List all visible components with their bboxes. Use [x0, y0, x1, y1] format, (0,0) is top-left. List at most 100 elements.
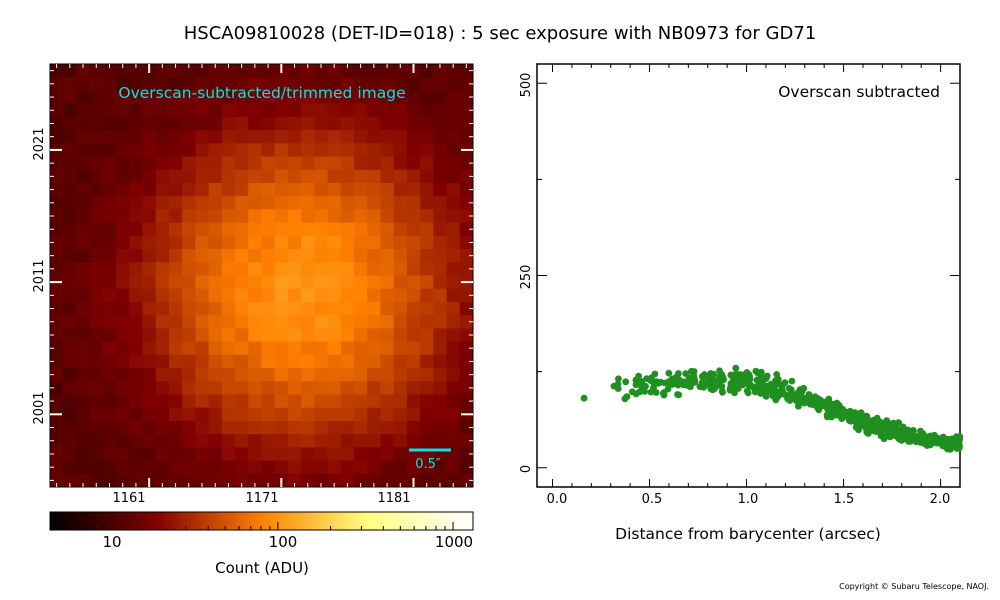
heatmap-cell [248, 103, 262, 118]
heatmap-cell [367, 90, 381, 105]
heatmap-cell [195, 103, 210, 118]
heatmap-cell [248, 368, 262, 382]
heatmap-cell [433, 103, 447, 118]
heatmap-cell [142, 196, 157, 210]
heatmap-cell [235, 90, 249, 105]
heatmap-cell [155, 301, 170, 316]
heatmap-cell [274, 354, 289, 369]
heatmap-cell [367, 368, 381, 382]
heatmap-cell [287, 354, 302, 369]
heatmap-cell [367, 116, 381, 131]
heatmap-cell [367, 222, 381, 237]
heatmap-cell [393, 143, 408, 157]
heatmap-cell [340, 368, 355, 382]
scatter-point [710, 376, 718, 384]
scatter-point [773, 380, 781, 387]
heatmap-cell [221, 328, 236, 342]
heatmap-cell [221, 182, 236, 197]
scatter-point [898, 429, 906, 437]
heatmap-cell [248, 262, 262, 276]
heatmap-cell [208, 209, 223, 224]
heatmap-cell [129, 301, 143, 316]
heatmap-cell [367, 64, 381, 78]
heatmap-cell [89, 460, 104, 475]
heatmap-cell [406, 235, 421, 250]
heatmap-cell [459, 368, 474, 382]
heatmap-cell [235, 196, 249, 210]
heatmap-cell [195, 275, 210, 290]
scatter-point [719, 388, 726, 396]
heatmap-cell [354, 130, 368, 144]
heatmap-cell [380, 103, 395, 118]
heatmap-cell [116, 315, 130, 329]
heatmap-cell [261, 103, 276, 118]
heatmap-cell [446, 156, 461, 171]
heatmap-cell [168, 156, 183, 171]
heatmap-cell [274, 434, 289, 448]
heatmap-cell [195, 90, 210, 105]
heatmap-cell [168, 262, 183, 276]
scatter-point [635, 372, 642, 380]
heatmap-cell [327, 262, 342, 276]
heatmap-cell [76, 275, 91, 290]
heatmap-cell [155, 262, 170, 276]
scatter-point [757, 372, 765, 380]
heatmap-cell [301, 222, 315, 237]
heatmap-cell [102, 301, 117, 316]
heatmap-cell [155, 434, 170, 448]
colorbar-ticks [49, 522, 454, 530]
heatmap-cell [182, 156, 196, 171]
heatmap-cell [433, 130, 447, 144]
heatmap-cell [446, 222, 461, 237]
heatmap-cell [301, 434, 315, 448]
heatmap-cell [235, 130, 249, 144]
heatmap-cell [89, 249, 104, 263]
heatmap-cell [301, 249, 315, 263]
heatmap-cell [116, 447, 130, 461]
heatmap-cell [420, 103, 434, 118]
scatter-point [661, 379, 669, 387]
heatmap-cell [340, 315, 355, 329]
heatmap-cell [287, 64, 302, 78]
heatmap-grid [50, 64, 474, 488]
heatmap-cell [301, 196, 315, 210]
heatmap-cell [287, 341, 302, 356]
heatmap-cell [459, 341, 474, 356]
heatmap-cell [248, 381, 262, 395]
heatmap-cell [116, 460, 130, 475]
heatmap-cell [89, 368, 104, 382]
heatmap-cell [420, 196, 434, 210]
heatmap-cell [182, 235, 196, 250]
heatmap-cell [287, 77, 302, 91]
heatmap-cell [354, 407, 368, 422]
heatmap-cell [433, 275, 447, 290]
heatmap-cell [433, 420, 447, 435]
heatmap-cell [89, 103, 104, 118]
heatmap-cell [63, 473, 77, 488]
heatmap-cell [420, 116, 434, 131]
heatmap-cell [155, 315, 170, 329]
heatmap-cell [50, 262, 64, 276]
heatmap-cell [195, 341, 210, 356]
heatmap-cell [459, 182, 474, 197]
heatmap-cell [195, 222, 210, 237]
plot-annotation: Overscan subtracted [778, 83, 940, 101]
heatmap-cell [155, 235, 170, 250]
heatmap-cell [314, 209, 328, 224]
heatmap-cell [221, 235, 236, 250]
heatmap-cell [208, 169, 223, 184]
heatmap-cell [102, 341, 117, 356]
scatter-point [684, 382, 692, 390]
heatmap-cell [168, 169, 183, 184]
heatmap-cell [380, 262, 395, 276]
heatmap-cell [208, 249, 223, 263]
heatmap-cell [248, 169, 262, 184]
image-tick-marks [50, 64, 473, 487]
heatmap-cell [195, 315, 210, 329]
heatmap-cell [354, 90, 368, 105]
heatmap-cell [221, 156, 236, 171]
heatmap-cell [142, 328, 157, 342]
heatmap-cell [420, 420, 434, 435]
heatmap-cell [274, 169, 289, 184]
heatmap-cell [367, 394, 381, 409]
